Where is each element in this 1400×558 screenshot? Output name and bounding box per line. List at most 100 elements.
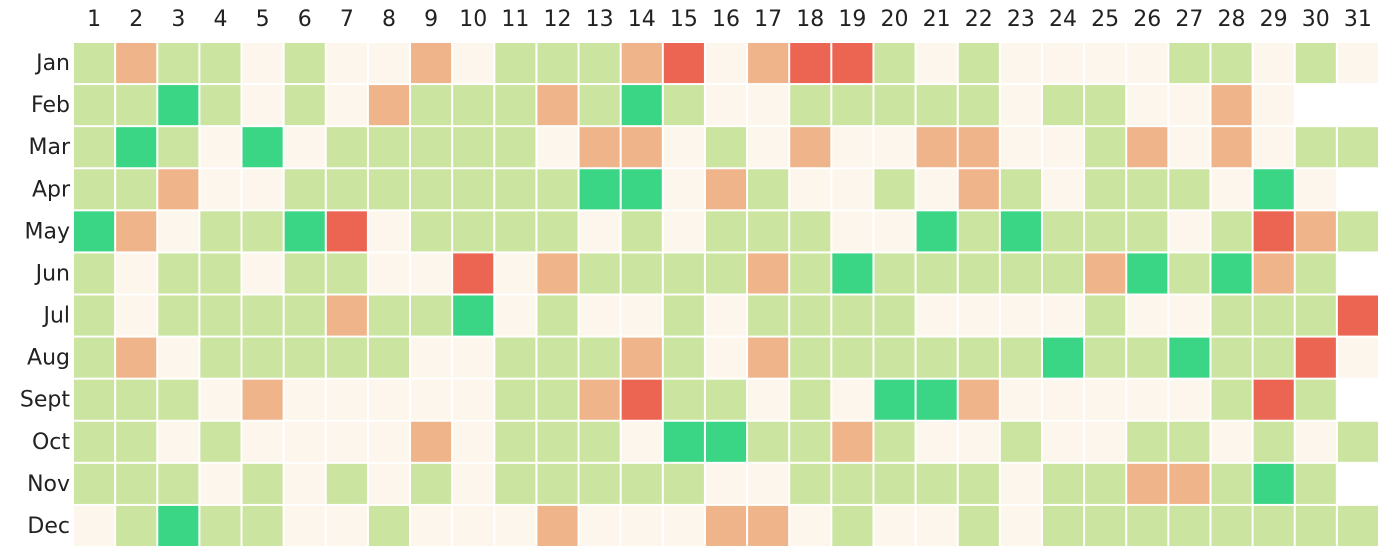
day-cell [579, 295, 620, 336]
day-cell [1169, 379, 1210, 420]
day-cell [790, 505, 831, 546]
day-cell [74, 253, 115, 294]
month-label: Dec [27, 514, 70, 539]
day-cell [1211, 211, 1252, 252]
day-cell [874, 505, 915, 546]
day-cell [1337, 295, 1378, 336]
day-cell [1042, 211, 1084, 252]
day-cell [832, 43, 873, 84]
day-cell [537, 169, 578, 210]
day-cell [663, 85, 704, 126]
day-label: 31 [1344, 7, 1372, 32]
day-label: 28 [1218, 7, 1246, 32]
day-label: 24 [1049, 7, 1077, 32]
day-cell [916, 253, 957, 294]
day-cell [790, 421, 831, 462]
day-cell [411, 169, 452, 210]
day-cell [1253, 127, 1294, 168]
day-cell [74, 169, 115, 210]
day-cell [284, 211, 325, 252]
day-cell [368, 85, 410, 126]
day-cell [790, 127, 831, 168]
day-cell [495, 169, 536, 210]
day-cell [411, 337, 452, 378]
day-cell [411, 295, 452, 336]
day-cell [242, 85, 283, 126]
day-cell [663, 337, 704, 378]
day-cell [200, 169, 241, 210]
day-cell [621, 127, 662, 168]
day-cell [579, 421, 620, 462]
day-cell [874, 169, 915, 210]
day-cell [242, 253, 283, 294]
day-cell [158, 43, 199, 84]
day-cell [579, 379, 620, 420]
day-cell [453, 463, 494, 504]
day-cell [1042, 505, 1084, 546]
day-cell [495, 127, 536, 168]
day-cell [916, 169, 957, 210]
day-cell [200, 379, 241, 420]
day-label: 5 [256, 7, 270, 32]
day-cell [621, 43, 662, 84]
day-cell [453, 505, 494, 546]
day-cell [1085, 421, 1126, 462]
day-cell [495, 43, 536, 84]
day-cell [368, 127, 410, 168]
day-label: 17 [754, 7, 782, 32]
day-cell [411, 127, 452, 168]
day-cell [663, 379, 704, 420]
day-cell [958, 337, 999, 378]
day-cell [1337, 505, 1378, 546]
day-cell [916, 127, 957, 168]
day-cell [368, 295, 410, 336]
day-cell [1085, 379, 1126, 420]
day-cell [284, 337, 325, 378]
day-cell [1000, 421, 1041, 462]
day-cell [1337, 127, 1378, 168]
day-cell [1000, 43, 1041, 84]
day-cell [1211, 295, 1252, 336]
day-cell [495, 295, 536, 336]
month-label: Mar [28, 135, 70, 160]
day-cell [1127, 505, 1168, 546]
day-cell [790, 43, 831, 84]
day-cell [1042, 85, 1084, 126]
day-cell [368, 211, 410, 252]
day-cell [1253, 379, 1294, 420]
day-cell [1295, 421, 1336, 462]
day-cell [453, 169, 494, 210]
day-cell [1042, 169, 1084, 210]
day-cell [1211, 169, 1252, 210]
month-label: Apr [32, 177, 71, 202]
day-cell [663, 253, 704, 294]
day-label: 15 [670, 7, 698, 32]
month-label: Jul [41, 304, 70, 329]
day-cell [705, 211, 747, 252]
day-cell [874, 337, 915, 378]
day-cell [495, 85, 536, 126]
day-cell [116, 253, 157, 294]
day-cell [1337, 337, 1378, 378]
day-cell [242, 295, 283, 336]
day-cell [1253, 211, 1294, 252]
day-cell [1127, 421, 1168, 462]
day-cell [958, 127, 999, 168]
day-cell [158, 169, 199, 210]
day-label: 18 [796, 7, 824, 32]
day-cell [663, 295, 704, 336]
day-cell [916, 463, 957, 504]
day-cell [368, 43, 410, 84]
day-cell [1127, 43, 1168, 84]
day-cell [368, 169, 410, 210]
day-cell [158, 463, 199, 504]
day-cell [790, 169, 831, 210]
day-cell [958, 295, 999, 336]
day-cell [579, 169, 620, 210]
day-cell [411, 211, 452, 252]
day-cell [326, 463, 367, 504]
day-cell [242, 379, 283, 420]
day-cell [116, 295, 157, 336]
day-cell [748, 463, 789, 504]
day-cell [1042, 127, 1084, 168]
